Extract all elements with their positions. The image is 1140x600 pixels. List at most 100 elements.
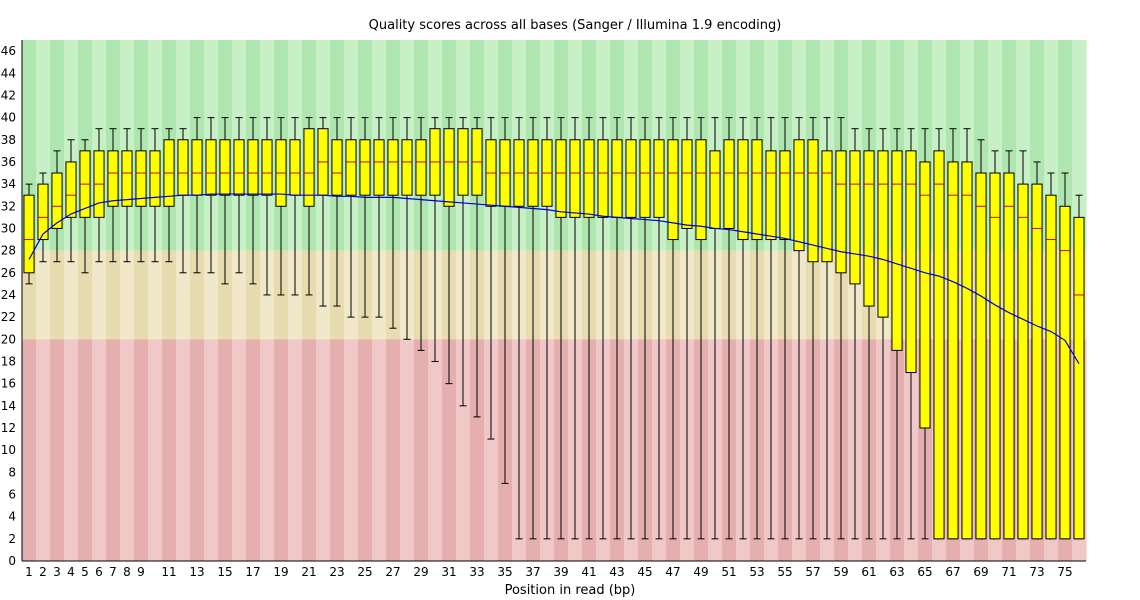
box [51,172,63,229]
box [835,150,847,274]
box [877,150,889,318]
x-tick-label: 37 [525,565,540,579]
x-tick-label: 13 [189,565,204,579]
x-tick-label: 31 [441,565,456,579]
band-poor-stripe [428,339,443,561]
y-tick-label: 30 [1,221,16,235]
y-tick-label: 16 [1,377,16,391]
box [611,139,623,218]
y-tick-label: 4 [8,510,16,524]
y-tick-label: 8 [8,465,16,479]
x-tick-label: 47 [665,565,680,579]
box [149,150,161,207]
box [709,150,721,229]
band-poor-stripe [92,339,107,561]
chart-title: Quality scores across all bases (Sanger … [369,18,782,33]
x-tick-label: 73 [1029,565,1044,579]
box [961,161,973,540]
box [989,172,1001,540]
band-reasonable-stripe [36,250,51,340]
x-tick-label: 45 [637,565,652,579]
band-poor-stripe [470,339,485,561]
band-poor-stripe [148,339,163,561]
x-tick-labels: 1 2 3 4 5 6 7 8 9 11 13 15 17 19 21 23 25 27 29 31 33 35 37 39 4… [25,565,1072,579]
box [751,139,763,241]
axes [21,40,1086,562]
box [1045,194,1057,540]
box [639,139,651,218]
band-poor-stripe [414,339,429,561]
box [387,139,399,196]
box [177,139,189,196]
x-tick-label: 23 [329,565,344,579]
x-tick-label: 63 [889,565,904,579]
band-reasonable-stripe [246,250,261,340]
y-tick-label: 24 [1,288,16,302]
band-poor-stripe [162,339,177,561]
x-tick-label: 33 [469,565,484,579]
box [891,150,903,351]
band-poor-stripe [218,339,233,561]
x-tick-label: 8 [123,565,131,579]
x-tick-label: 19 [273,565,288,579]
band-reasonable-stripe [50,250,65,340]
band-poor-stripe [64,339,79,561]
x-tick-label: 5 [81,565,89,579]
band-poor-stripe [120,339,135,561]
box [191,139,203,196]
band-good-stripe [1058,40,1073,251]
x-tick-label: 2 [39,565,47,579]
band-poor-stripe [36,339,51,561]
band-poor-stripe [232,339,247,561]
band-reasonable-stripe [92,250,107,340]
x-tick-label: 35 [497,565,512,579]
band-poor-stripe [372,339,387,561]
x-tick-label: 7 [109,565,117,579]
box [303,128,315,207]
y-tick-label: 36 [1,155,16,169]
y-tick-label: 34 [1,177,16,191]
band-poor-stripe [442,339,457,561]
box [261,139,273,196]
band-poor-stripe [456,339,471,561]
box [37,183,49,241]
x-tick-label: 4 [67,565,75,579]
x-tick-label: 53 [749,565,764,579]
box [401,139,413,196]
band-poor-stripe [484,339,499,561]
band-poor-stripe [386,339,401,561]
band-poor-stripe [190,339,205,561]
y-tick-label: 12 [1,421,16,435]
x-tick-label: 41 [581,565,596,579]
band-poor-stripe [274,339,289,561]
box [597,139,609,218]
band-reasonable-stripe [134,250,149,340]
x-tick-label: 43 [609,565,624,579]
x-tick-label: 3 [53,565,61,579]
box [1017,183,1029,540]
x-tick-label: 51 [721,565,736,579]
box [135,150,147,207]
box [107,150,119,207]
x-tick-label: 25 [357,565,372,579]
box [821,150,833,263]
box [247,139,259,196]
band-poor-stripe [106,339,121,561]
box [1059,205,1071,540]
y-tick-label: 14 [1,399,16,413]
band-poor-stripe [204,339,219,561]
y-tick-label: 26 [1,266,16,280]
box [1073,216,1085,540]
band-poor-stripe [176,339,191,561]
box [443,128,455,207]
box [975,172,987,540]
y-tick-label: 2 [8,532,16,546]
band-poor-stripe [288,339,303,561]
x-tick-label: 9 [137,565,145,579]
box [331,139,343,196]
x-tick-label: 29 [413,565,428,579]
box [723,139,735,229]
y-tick-label: 42 [1,88,16,102]
x-tick-label: 59 [833,565,848,579]
y-tick-label: 32 [1,199,16,213]
